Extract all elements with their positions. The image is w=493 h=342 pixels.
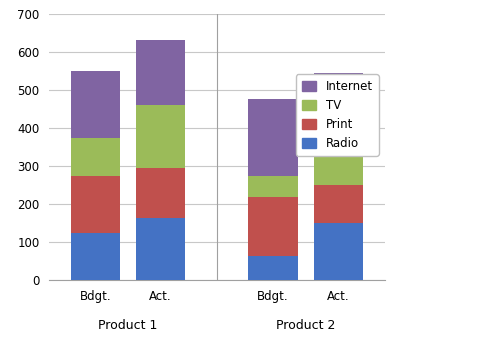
Bar [136, 40, 185, 105]
Text: Product 1: Product 1 [99, 319, 158, 332]
Text: Product 2: Product 2 [276, 319, 335, 332]
Bar [314, 130, 363, 185]
Bar [136, 218, 185, 280]
Bar [314, 223, 363, 280]
Bar [248, 176, 298, 197]
Bar [71, 137, 120, 176]
Bar [248, 100, 298, 176]
Bar [71, 71, 120, 137]
Bar [136, 105, 185, 168]
Bar [314, 185, 363, 223]
Legend: Internet, TV, Print, Radio: Internet, TV, Print, Radio [296, 74, 379, 156]
Bar [71, 233, 120, 280]
Bar [248, 256, 298, 280]
Bar [136, 168, 185, 218]
Bar [248, 197, 298, 256]
Bar [71, 176, 120, 233]
Bar [314, 73, 363, 130]
